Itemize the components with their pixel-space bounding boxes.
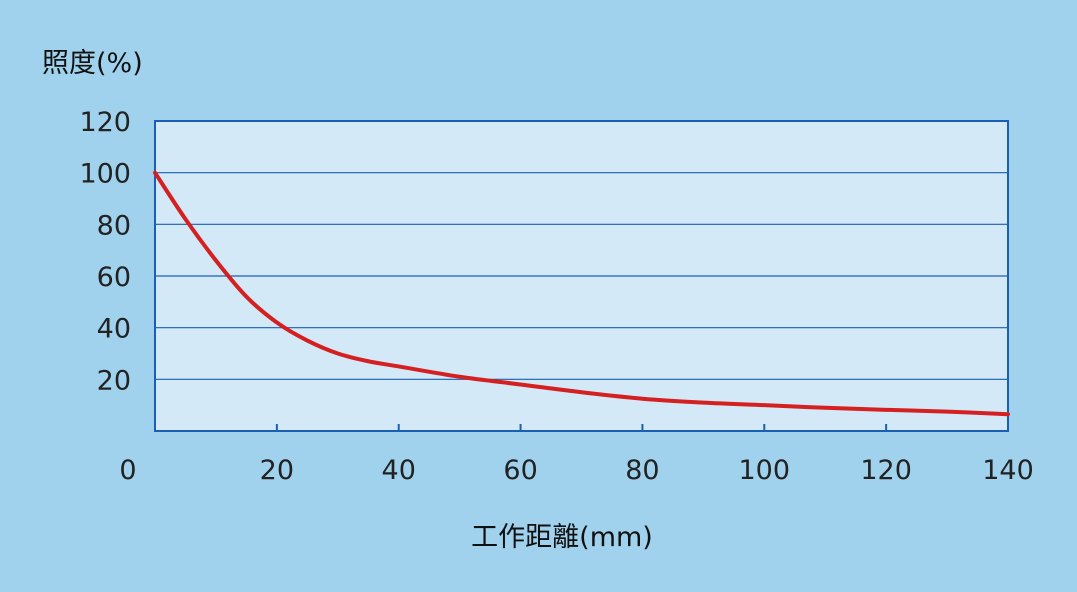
x-tick-label: 0 — [119, 455, 136, 486]
x-tick-label: 20 — [260, 455, 294, 486]
y-tick-label: 60 — [97, 262, 131, 293]
y-tick-label: 80 — [97, 210, 131, 241]
y-tick-label: 100 — [79, 159, 131, 190]
x-tick-label: 60 — [503, 455, 537, 486]
y-tick-labels: 20 40 60 80 100 120 — [79, 107, 131, 396]
x-tick-label: 140 — [982, 455, 1034, 486]
x-tick-label: 120 — [860, 455, 912, 486]
y-tick-label: 20 — [97, 365, 131, 396]
y-tick-label: 120 — [79, 107, 131, 138]
plot-frame — [154, 120, 1009, 432]
x-tick-label: 80 — [625, 455, 659, 486]
grid-lines — [155, 172, 1008, 380]
x-tick-marks — [275, 424, 888, 431]
x-tick-label: 100 — [739, 455, 791, 486]
y-tick-label: 40 — [97, 314, 131, 345]
x-tick-label: 40 — [382, 455, 416, 486]
x-axis-title: 工作距離(mm) — [471, 522, 653, 553]
x-tick-labels: 0 20 40 60 80 100 120 140 — [119, 455, 1033, 486]
series-line — [153, 170, 1010, 417]
y-axis-title: 照度(%) — [42, 48, 143, 79]
